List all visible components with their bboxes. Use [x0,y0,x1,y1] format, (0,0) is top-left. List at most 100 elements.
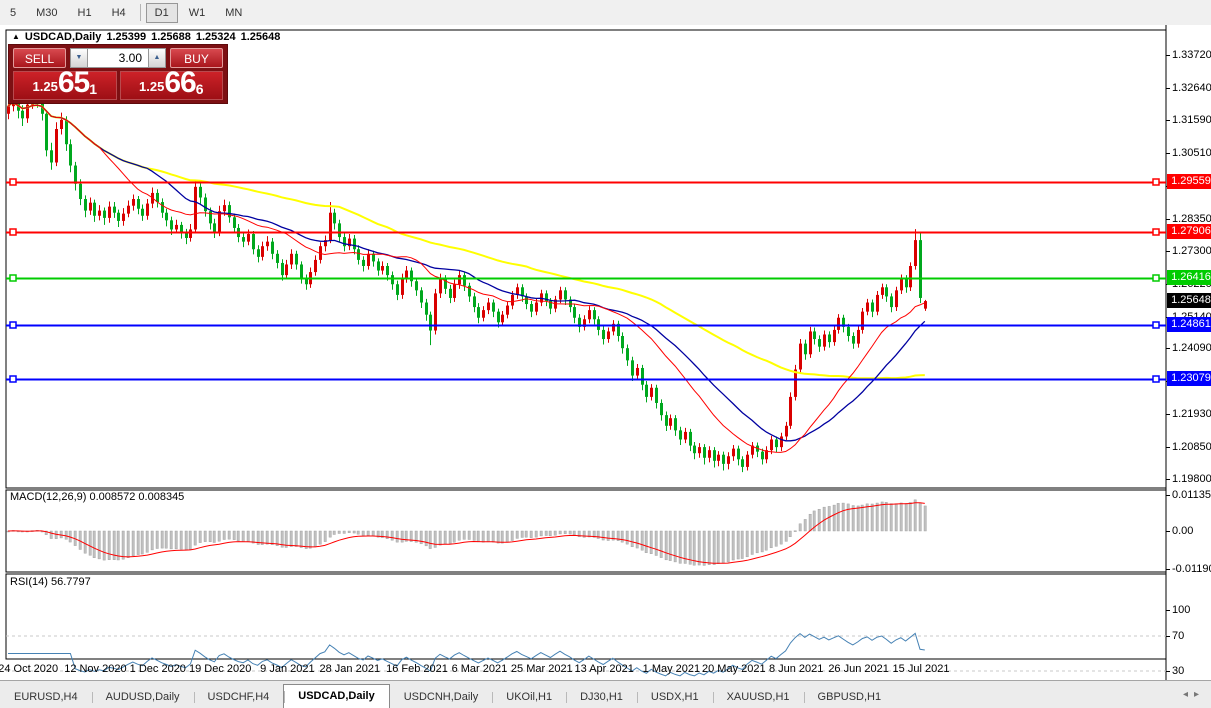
candle-body [655,387,658,403]
tab-scroll-arrows[interactable]: ◂▸ [1183,689,1205,700]
hline-handle[interactable] [1152,178,1160,186]
candle-body [895,290,898,308]
macd-histogram-bar [342,530,346,534]
hline-handle[interactable] [1152,375,1160,383]
macd-histogram-bar [356,530,360,535]
timeframe-button-h4[interactable]: H4 [111,6,126,19]
macd-histogram-bar [164,530,168,549]
macd-histogram-bar [318,530,322,545]
macd-histogram-bar [284,530,288,548]
sell-button[interactable]: SELL [13,48,66,68]
timeframe-button-5[interactable]: 5 [10,6,17,19]
timeframe-button-mn[interactable]: MN [225,6,243,19]
candle-body [737,448,740,460]
candle-body [612,323,615,332]
timeframe-button-m30[interactable]: M30 [36,6,58,19]
macd-histogram-bar [217,530,221,542]
candle-body [492,302,495,312]
candle-body [828,334,831,343]
candle-body [626,348,629,361]
macd-histogram-bar [376,530,380,538]
chart-tab-audusd[interactable]: AUDUSD,Daily [91,686,194,708]
macd-histogram-bar [136,530,140,555]
candle-body [847,326,850,337]
hline-handle[interactable] [1152,228,1160,236]
candle-body [818,339,821,347]
hline-handle[interactable] [9,321,17,329]
candle-body [242,237,245,242]
chart-tab-usdcnh[interactable]: USDCNH,Daily [403,691,479,703]
hline-handle[interactable] [1152,274,1160,282]
candle-body [636,367,639,376]
chart-canvas[interactable] [0,25,1211,680]
macd-histogram-bar [433,530,437,548]
hline-handle[interactable] [9,228,17,236]
candle-body [621,336,624,349]
macd-histogram-bar [582,530,586,538]
macd-histogram-bar [640,530,644,551]
macd-histogram-bar [140,530,144,555]
hline-handle[interactable] [1152,321,1160,329]
macd-histogram-bar [779,530,783,545]
candle-body [813,331,816,340]
volume-input[interactable]: 3.00 [88,48,148,68]
candle-body [132,199,135,206]
candle-body [674,418,677,431]
macd-histogram-bar [347,530,351,533]
hline-handle[interactable] [9,274,17,282]
volume-decrease-button[interactable]: ▼ [70,48,88,68]
candle-body [295,253,298,265]
volume-increase-button[interactable]: ▲ [148,48,166,68]
macd-axis-label: -0.011904 [1172,562,1211,575]
macd-histogram-bar [875,502,879,532]
chart-tab-usdcad[interactable]: USDCAD,Daily [283,684,390,708]
candle-body [113,206,116,213]
price-axis-label: 1.30510 [1172,147,1211,160]
level-price-badge: 1.23079 [1167,371,1211,387]
timeframe-button-w1[interactable]: W1 [188,6,206,19]
timeframe-button-h1[interactable]: H1 [77,6,92,19]
rsi-axis-label: 100 [1172,603,1191,616]
macd-histogram-bar [913,499,917,532]
macd-histogram-bar [625,530,629,545]
buy-button[interactable]: BUY [170,48,223,68]
candle-body [549,300,552,309]
candle-body [333,212,336,224]
macd-histogram-bar [304,530,308,549]
hline-handle[interactable] [9,178,17,186]
hline-handle[interactable] [9,375,17,383]
chart-tab-ukoil[interactable]: UKOil,H1 [492,686,566,708]
timeframe-button-d1[interactable]: D1 [145,2,178,23]
chart-tab-gbpusd[interactable]: GBPUSD,H1 [803,686,896,708]
chart-tab-usdx[interactable]: USDX,H1 [636,686,713,708]
macd-histogram-bar [395,530,399,543]
price-axis-label: 1.31590 [1172,114,1211,127]
macd-histogram-bar [808,513,812,532]
macd-histogram-bar [827,506,831,532]
one-click-trading-panel: SELL ▼ 3.00 ▲ BUY 1.25 65 1 1.25 66 6 [8,44,228,104]
candle-body [165,212,168,221]
chart-tab-usdchf[interactable]: USDCHF,H4 [193,686,284,708]
macd-histogram-bar [611,530,615,541]
candle-body [482,310,485,318]
macd-histogram-bar [904,503,908,532]
candle-body [429,314,432,331]
collapse-panel-icon[interactable]: ▲ [12,31,20,41]
candle-body [679,430,682,440]
candle-body [765,450,768,460]
macd-histogram-bar [529,530,533,538]
macd-histogram-bar [644,530,648,553]
candle-body [343,237,346,247]
macd-histogram-bar [731,530,735,561]
macd-histogram-bar [496,530,500,544]
chart-tab-dj30[interactable]: DJ30,H1 [566,686,637,708]
buy-price-display[interactable]: 1.25 66 6 [119,68,223,100]
candle-body [521,287,524,297]
tab-scroll-right-icon: ▸ [1193,689,1205,700]
candle-body [861,311,864,330]
sell-price-display[interactable]: 1.25 65 1 [13,68,117,100]
chart-tab-eurusd[interactable]: EURUSD,H4 [14,691,78,703]
candle-body [117,212,120,221]
macd-histogram-bar [606,530,610,541]
chart-tab-xauusd[interactable]: XAUUSD,H1 [712,686,804,708]
